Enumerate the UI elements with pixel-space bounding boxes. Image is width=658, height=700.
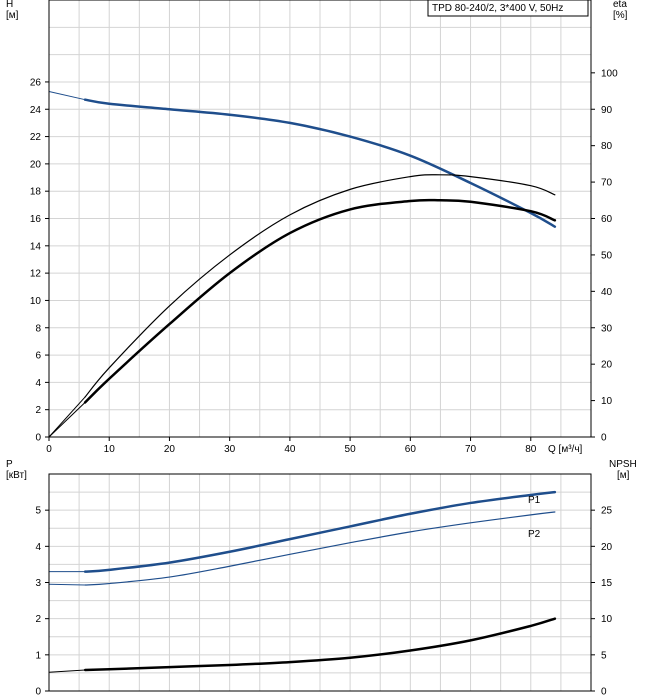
head-tick-labels: 0246810121416182022242601020304050607080… — [30, 68, 618, 455]
left-tick-label: 20 — [30, 159, 42, 170]
left-tick-label: 12 — [30, 269, 42, 280]
left-tick-label: 2 — [35, 614, 41, 625]
left-tick-label: 5 — [35, 506, 41, 517]
p2-series-label: P2 — [528, 529, 541, 540]
eta-axis-unit: [%] — [613, 10, 628, 21]
series-extension — [48, 402, 86, 438]
series-extension — [48, 91, 86, 101]
right-tick-label: 70 — [601, 178, 613, 189]
x-tick-label: 60 — [405, 444, 417, 455]
head-efficiency-panel: 0246810121416182022242601020304050607080… — [6, 0, 628, 455]
power-series-group — [48, 490, 557, 673]
left-tick-label: 1 — [35, 650, 41, 661]
right-tick-label: 5 — [601, 650, 607, 661]
x-tick-label: 10 — [104, 444, 116, 455]
x-tick-label: 70 — [465, 444, 477, 455]
h-axis-unit: [м] — [6, 10, 19, 21]
series-extension — [48, 583, 86, 586]
npsh-axis-label: NPSH — [609, 459, 637, 470]
right-tick-label: 25 — [601, 506, 613, 517]
right-tick-label: 60 — [601, 214, 613, 225]
right-tick-label: 100 — [601, 68, 618, 79]
right-tick-label: 0 — [601, 433, 607, 444]
npsh-axis-unit: [м] — [617, 470, 630, 481]
title-box — [427, 0, 589, 17]
x-tick-label: 40 — [284, 444, 296, 455]
right-tick-label: 50 — [601, 250, 613, 261]
series-line — [83, 98, 557, 228]
left-tick-label: 16 — [30, 214, 42, 225]
right-tick-label: 20 — [601, 542, 613, 553]
left-tick-label: 0 — [35, 433, 41, 444]
right-tick-label: 90 — [601, 105, 613, 116]
right-tick-label: 30 — [601, 323, 613, 334]
right-tick-label: 0 — [601, 687, 607, 698]
series-extension — [48, 396, 86, 438]
x-tick-label: 80 — [525, 444, 537, 455]
left-tick-label: 0 — [35, 687, 41, 698]
series-extension — [48, 669, 86, 673]
power-npsh-panel: 0 1 2 3 4 5 0 5 10 15 20 25 P [кВт] NPSH [м] P1 P2 — [6, 459, 637, 698]
power-tick-labels: 0 1 2 3 4 5 0 5 10 15 20 25 — [35, 506, 612, 698]
left-tick-label: 4 — [35, 542, 41, 553]
left-tick-label: 6 — [35, 351, 41, 362]
q-axis-label: Q [м³/ч] — [548, 444, 583, 455]
x-tick-label: 0 — [46, 444, 52, 455]
right-tick-label: 40 — [601, 287, 613, 298]
chart-title: TPD 80-240/2, 3*400 V, 50Hz — [432, 3, 563, 14]
left-tick-label: 3 — [35, 578, 41, 589]
series-line — [84, 174, 556, 398]
left-tick-label: 4 — [35, 378, 41, 389]
x-tick-label: 50 — [345, 444, 357, 455]
eta-axis-label: eta — [613, 0, 627, 10]
series-line — [83, 490, 557, 573]
right-tick-label: 20 — [601, 360, 613, 371]
right-tick-label: 80 — [601, 141, 613, 152]
left-tick-label: 2 — [35, 405, 41, 416]
left-tick-label: 18 — [30, 187, 42, 198]
series-line — [84, 511, 556, 586]
series-line — [83, 617, 557, 672]
left-tick-label: 24 — [30, 105, 42, 116]
left-tick-label: 26 — [30, 77, 42, 88]
right-tick-label: 15 — [601, 578, 613, 589]
h-axis-label: H — [6, 0, 13, 10]
p-axis-label: P — [6, 459, 13, 470]
head-series-group — [48, 91, 557, 438]
p1-series-label: P1 — [528, 495, 541, 506]
right-tick-label: 10 — [601, 614, 613, 625]
left-tick-label: 14 — [30, 241, 42, 252]
p-axis-unit: [кВт] — [6, 470, 27, 481]
x-tick-label: 20 — [164, 444, 176, 455]
left-tick-label: 8 — [35, 323, 41, 334]
left-tick-label: 10 — [30, 296, 42, 307]
x-tick-label: 30 — [224, 444, 236, 455]
power-grid — [49, 474, 591, 691]
left-tick-label: 22 — [30, 132, 42, 143]
series-line — [83, 198, 557, 404]
right-tick-label: 10 — [601, 396, 613, 407]
